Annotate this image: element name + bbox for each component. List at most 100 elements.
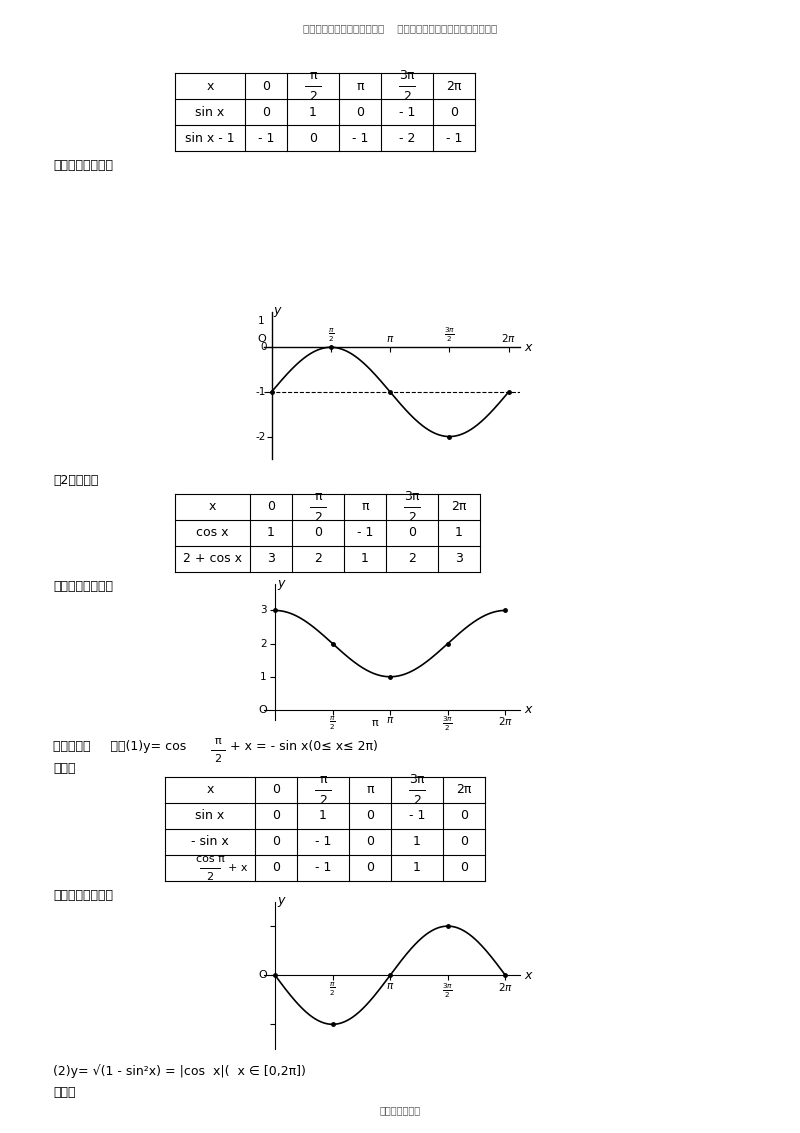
Text: π: π [366, 783, 374, 796]
Text: x: x [524, 704, 532, 716]
Text: 0: 0 [408, 527, 416, 539]
Text: 2π: 2π [451, 501, 466, 513]
Text: π: π [362, 501, 369, 513]
Text: sin x - 1: sin x - 1 [185, 131, 235, 145]
Text: - 1: - 1 [315, 861, 331, 875]
Text: 0: 0 [272, 783, 280, 796]
Text: O: O [258, 705, 267, 715]
Text: 2: 2 [408, 553, 416, 565]
Text: 2: 2 [206, 872, 214, 881]
Text: $\frac{\pi}{2}$: $\frac{\pi}{2}$ [327, 326, 334, 343]
Text: 3π: 3π [399, 69, 414, 82]
Text: 3: 3 [455, 553, 463, 565]
Text: sin x: sin x [195, 105, 225, 119]
Text: 2: 2 [314, 511, 322, 523]
Text: π: π [214, 735, 222, 746]
Text: 0: 0 [366, 809, 374, 823]
Text: 0: 0 [460, 861, 468, 875]
Text: 1: 1 [260, 672, 267, 682]
Text: 0: 0 [309, 131, 317, 145]
Text: x: x [525, 341, 532, 353]
Text: 描点作图，如图．: 描点作图，如图． [53, 889, 113, 902]
Text: y: y [277, 577, 284, 590]
Text: $2\pi$: $2\pi$ [501, 332, 516, 343]
Text: O: O [257, 334, 266, 343]
Text: π: π [310, 69, 317, 82]
Text: 0: 0 [366, 835, 374, 849]
Text: 1: 1 [455, 527, 463, 539]
Text: y: y [277, 894, 284, 908]
Text: 0: 0 [262, 79, 270, 93]
Text: 0: 0 [356, 105, 364, 119]
Text: 2: 2 [403, 90, 411, 103]
Text: $2\pi$: $2\pi$ [498, 981, 513, 994]
Text: 1: 1 [258, 315, 265, 325]
Text: 列表：: 列表： [53, 1085, 75, 1099]
Text: π: π [314, 489, 322, 503]
Text: 0: 0 [272, 835, 280, 849]
Text: 3: 3 [260, 605, 267, 615]
Text: 马鸣风萧萧整理: 马鸣风萧萧整理 [379, 1105, 421, 1115]
Text: 3π: 3π [410, 773, 425, 786]
Text: -1: -1 [255, 386, 266, 397]
Text: 0: 0 [366, 861, 374, 875]
Text: - 1: - 1 [315, 835, 331, 849]
Text: (2)y= √(1 - sin²x) = |cos  x|(  x ∈ [0,2π]): (2)y= √(1 - sin²x) = |cos x|( x ∈ [0,2π]… [53, 1064, 306, 1077]
Text: $\pi$: $\pi$ [386, 981, 394, 991]
Text: 1: 1 [319, 809, 327, 823]
Text: sin x: sin x [195, 809, 225, 823]
Text: O: O [258, 970, 267, 980]
Text: 2: 2 [408, 511, 416, 523]
Text: 列表：: 列表： [53, 761, 75, 775]
Text: 2π: 2π [446, 79, 462, 93]
Text: $\pi$: $\pi$ [386, 715, 394, 725]
Text: 1: 1 [267, 527, 275, 539]
Text: $\frac{\pi}{2}$: $\frac{\pi}{2}$ [330, 715, 336, 732]
Text: cos x: cos x [196, 527, 229, 539]
Text: $\frac{3\pi}{2}$: $\frac{3\pi}{2}$ [442, 715, 454, 733]
Text: - 1: - 1 [446, 131, 462, 145]
Text: $\pi$: $\pi$ [386, 334, 394, 343]
Text: 1: 1 [413, 835, 421, 849]
Text: x: x [209, 501, 216, 513]
Text: $2\pi$: $2\pi$ [498, 715, 513, 727]
Text: 描点连线，如图．: 描点连线，如图． [53, 159, 113, 172]
Text: 0: 0 [314, 527, 322, 539]
Text: $\frac{3\pi}{2}$: $\frac{3\pi}{2}$ [442, 981, 454, 999]
Text: 2: 2 [314, 553, 322, 565]
Text: 0: 0 [272, 809, 280, 823]
Text: - 1: - 1 [352, 131, 368, 145]
Text: y: y [274, 304, 281, 317]
Text: x: x [206, 79, 214, 93]
Text: ）））））））积一时之跻步    踏千里之遥程（（（（（（（（（（: ）））））））积一时之跻步 踏千里之遥程（（（（（（（（（（ [303, 23, 497, 33]
Text: x: x [524, 969, 532, 981]
Text: 0: 0 [460, 809, 468, 823]
Text: - 1: - 1 [409, 809, 425, 823]
Text: + x = - sin x(0≤ x≤ 2π): + x = - sin x(0≤ x≤ 2π) [230, 740, 378, 752]
Text: 0: 0 [272, 861, 280, 875]
Text: （2）列表：: （2）列表： [53, 474, 98, 487]
Text: 1: 1 [361, 553, 369, 565]
Text: 0: 0 [261, 342, 267, 352]
Text: $\frac{3\pi}{2}$: $\frac{3\pi}{2}$ [444, 325, 455, 343]
Text: 描点连线，如图．: 描点连线，如图． [53, 580, 113, 593]
Text: $\frac{\pi}{2}$: $\frac{\pi}{2}$ [330, 981, 336, 998]
Text: 0: 0 [450, 105, 458, 119]
Text: - 1: - 1 [258, 131, 274, 145]
Text: 2: 2 [214, 753, 222, 764]
Text: 0: 0 [460, 835, 468, 849]
Text: 3: 3 [267, 553, 275, 565]
Text: x: x [206, 783, 214, 796]
Text: - 2: - 2 [399, 131, 415, 145]
Text: 0: 0 [262, 105, 270, 119]
Text: -2: -2 [255, 432, 266, 442]
Text: cos π: cos π [196, 854, 224, 863]
Text: - sin x: - sin x [191, 835, 229, 849]
Text: - 1: - 1 [357, 527, 373, 539]
Text: 0: 0 [267, 501, 275, 513]
Text: 2: 2 [309, 90, 317, 103]
Text: 2: 2 [319, 794, 327, 807]
Text: π: π [372, 718, 378, 727]
Text: π: π [356, 79, 364, 93]
Text: 2π: 2π [456, 783, 472, 796]
